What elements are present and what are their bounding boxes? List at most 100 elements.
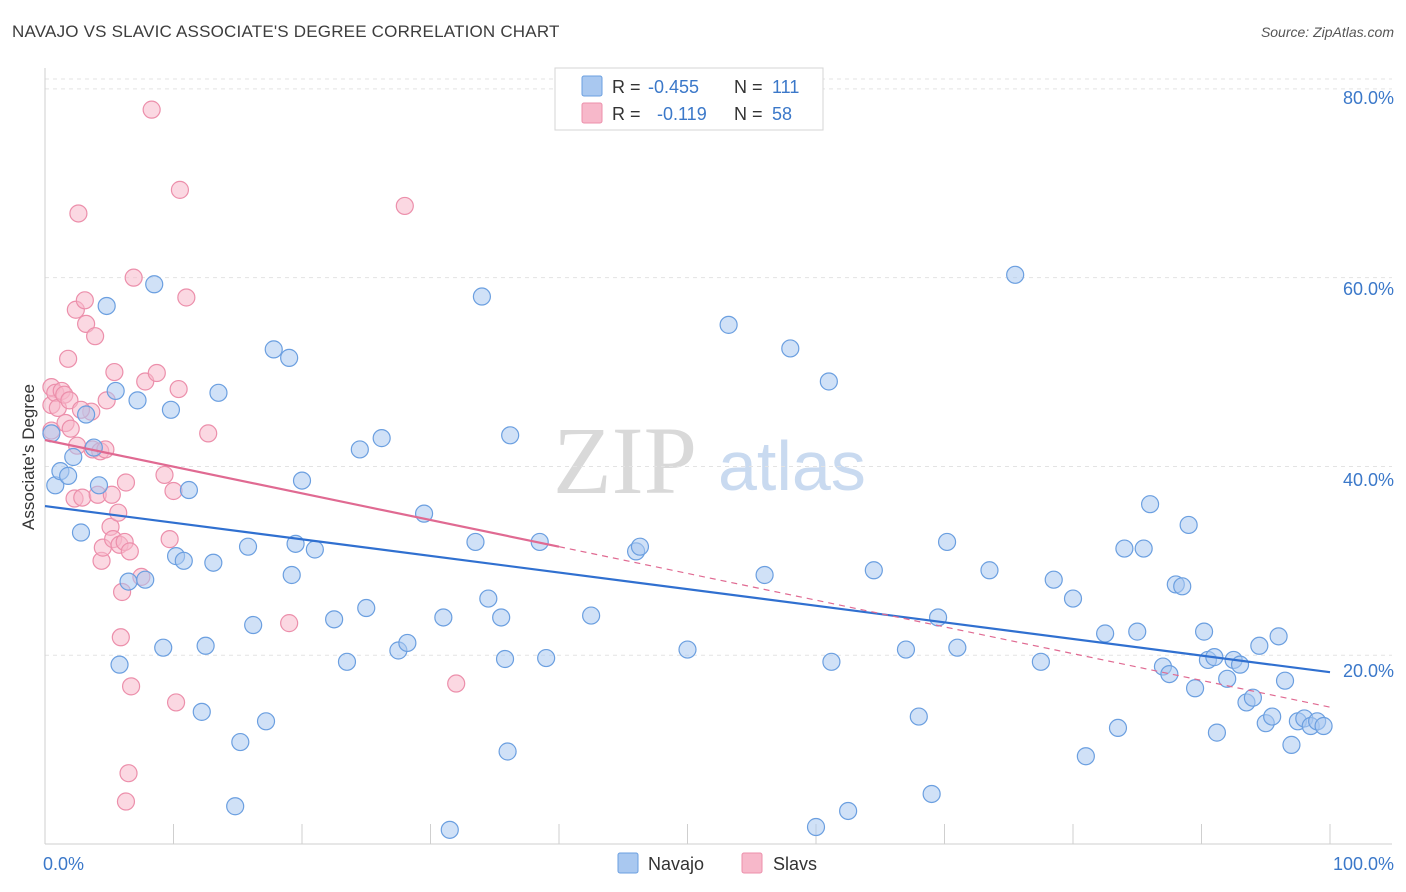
navajo-point-65 bbox=[839, 801, 858, 821]
chart-title: NAVAJO VS SLAVIC ASSOCIATE'S DEGREE CORR… bbox=[12, 22, 560, 41]
navajo-point-63 bbox=[819, 372, 838, 391]
navajo-point-105 bbox=[1282, 735, 1301, 754]
navajo-point-77 bbox=[1063, 589, 1083, 608]
navajo-point-8 bbox=[89, 476, 109, 495]
navajo-point-72 bbox=[948, 638, 967, 657]
slavs-points bbox=[42, 100, 466, 811]
navajo-point-26 bbox=[231, 732, 250, 752]
slavs-point-54 bbox=[447, 674, 466, 693]
navajo-point-20 bbox=[179, 480, 199, 500]
navajo-point-61 bbox=[781, 339, 800, 358]
trend-lines bbox=[44, 438, 1331, 708]
navajo-point-38 bbox=[350, 440, 369, 459]
navajo-point-15 bbox=[145, 275, 164, 294]
navajo-point-86 bbox=[1160, 664, 1179, 684]
navajo-point-14 bbox=[136, 570, 155, 589]
legend-navajo-label: Navajo bbox=[648, 854, 704, 874]
legend-slavs-label: Slavs bbox=[773, 854, 817, 874]
navajo-point-46 bbox=[466, 532, 485, 552]
slavs-r-value: -0.119 bbox=[657, 104, 707, 124]
navajo-point-40 bbox=[372, 429, 391, 448]
navajo-point-22 bbox=[196, 636, 215, 655]
slavs-point-32 bbox=[111, 628, 130, 647]
slavs-point-36 bbox=[119, 764, 138, 783]
navajo-point-24 bbox=[209, 383, 228, 402]
legend-navajo-swatch bbox=[617, 852, 639, 874]
axes bbox=[44, 68, 1392, 845]
y-tick-label-80: 80.0% bbox=[1343, 88, 1394, 108]
navajo-point-71 bbox=[937, 532, 957, 552]
navajo-point-60 bbox=[755, 565, 774, 585]
slavs-point-20 bbox=[86, 327, 105, 346]
navajo-point-84 bbox=[1140, 495, 1160, 514]
navajo-point-110 bbox=[1314, 716, 1333, 736]
slavs-point-51 bbox=[199, 424, 218, 443]
navajo-point-76 bbox=[1044, 570, 1063, 589]
slavs-trend-line-extension bbox=[558, 546, 1331, 708]
slavs-point-16 bbox=[75, 291, 94, 310]
navajo-point-45 bbox=[440, 820, 459, 839]
slavs-point-29 bbox=[105, 362, 124, 382]
navajo-n-label: N = bbox=[734, 77, 763, 97]
slavs-point-49 bbox=[170, 180, 190, 199]
navajo-point-49 bbox=[492, 608, 511, 627]
slavs-point-52 bbox=[280, 614, 299, 633]
stats-legend: R = -0.455 N = 111 R = -0.119 N = 58 bbox=[554, 67, 824, 131]
navajo-point-74 bbox=[1006, 265, 1025, 284]
slavs-point-15 bbox=[73, 488, 92, 507]
navajo-point-59 bbox=[719, 315, 738, 334]
y-tick-label-20: 20.0% bbox=[1343, 661, 1394, 681]
navajo-point-48 bbox=[479, 589, 498, 608]
navajo-point-75 bbox=[1031, 652, 1050, 671]
navajo-point-50 bbox=[495, 649, 515, 669]
navajo-point-44 bbox=[434, 608, 453, 627]
gridlines bbox=[45, 78, 1392, 656]
slavs-point-45 bbox=[160, 530, 179, 549]
navajo-point-78 bbox=[1076, 747, 1095, 766]
navajo-point-4 bbox=[64, 447, 83, 467]
navajo-point-95 bbox=[1218, 669, 1237, 688]
slavs-point-53 bbox=[395, 196, 414, 216]
slavs-point-46 bbox=[164, 481, 183, 501]
source-label: Source: ZipAtlas.com bbox=[1260, 24, 1394, 40]
navajo-points bbox=[42, 265, 1333, 839]
slavs-point-50 bbox=[177, 288, 196, 307]
slavs-point-42 bbox=[142, 100, 161, 119]
navajo-r-value: -0.455 bbox=[648, 77, 699, 97]
navajo-point-6 bbox=[77, 405, 96, 424]
navajo-point-31 bbox=[280, 348, 299, 367]
slavs-point-47 bbox=[166, 693, 186, 712]
navajo-point-102 bbox=[1263, 707, 1282, 726]
navajo-point-25 bbox=[226, 797, 245, 816]
navajo-point-104 bbox=[1275, 671, 1295, 690]
series-legend: Navajo Slavs bbox=[617, 852, 817, 874]
x-tick-label-max: 100.0% bbox=[1333, 854, 1394, 874]
y-tick-label-40: 40.0% bbox=[1343, 470, 1394, 490]
navajo-point-67 bbox=[896, 640, 916, 659]
slavs-point-14 bbox=[69, 204, 88, 223]
navajo-point-16 bbox=[154, 638, 173, 657]
navajo-point-81 bbox=[1115, 539, 1134, 558]
navajo-point-27 bbox=[238, 537, 258, 556]
navajo-point-57 bbox=[630, 537, 650, 556]
watermark-zip: ZIP bbox=[553, 407, 697, 514]
navajo-point-7 bbox=[84, 438, 103, 457]
navajo-point-69 bbox=[922, 784, 941, 804]
navajo-point-13 bbox=[128, 391, 147, 410]
navajo-point-55 bbox=[582, 606, 601, 625]
navajo-point-10 bbox=[106, 381, 125, 401]
y-axis-title: Associate's Degree bbox=[19, 384, 38, 530]
slavs-point-39 bbox=[124, 268, 143, 287]
navajo-point-52 bbox=[501, 426, 520, 445]
navajo-point-28 bbox=[244, 615, 263, 635]
navajo-point-89 bbox=[1179, 515, 1198, 535]
navajo-point-103 bbox=[1269, 627, 1288, 646]
navajo-point-37 bbox=[337, 652, 357, 671]
slavs-point-17 bbox=[77, 314, 96, 334]
navajo-point-12 bbox=[119, 572, 138, 591]
slavs-swatch bbox=[581, 102, 603, 124]
slavs-n-label: N = bbox=[734, 104, 763, 124]
navajo-point-62 bbox=[806, 817, 826, 837]
navajo-point-88 bbox=[1173, 577, 1192, 596]
